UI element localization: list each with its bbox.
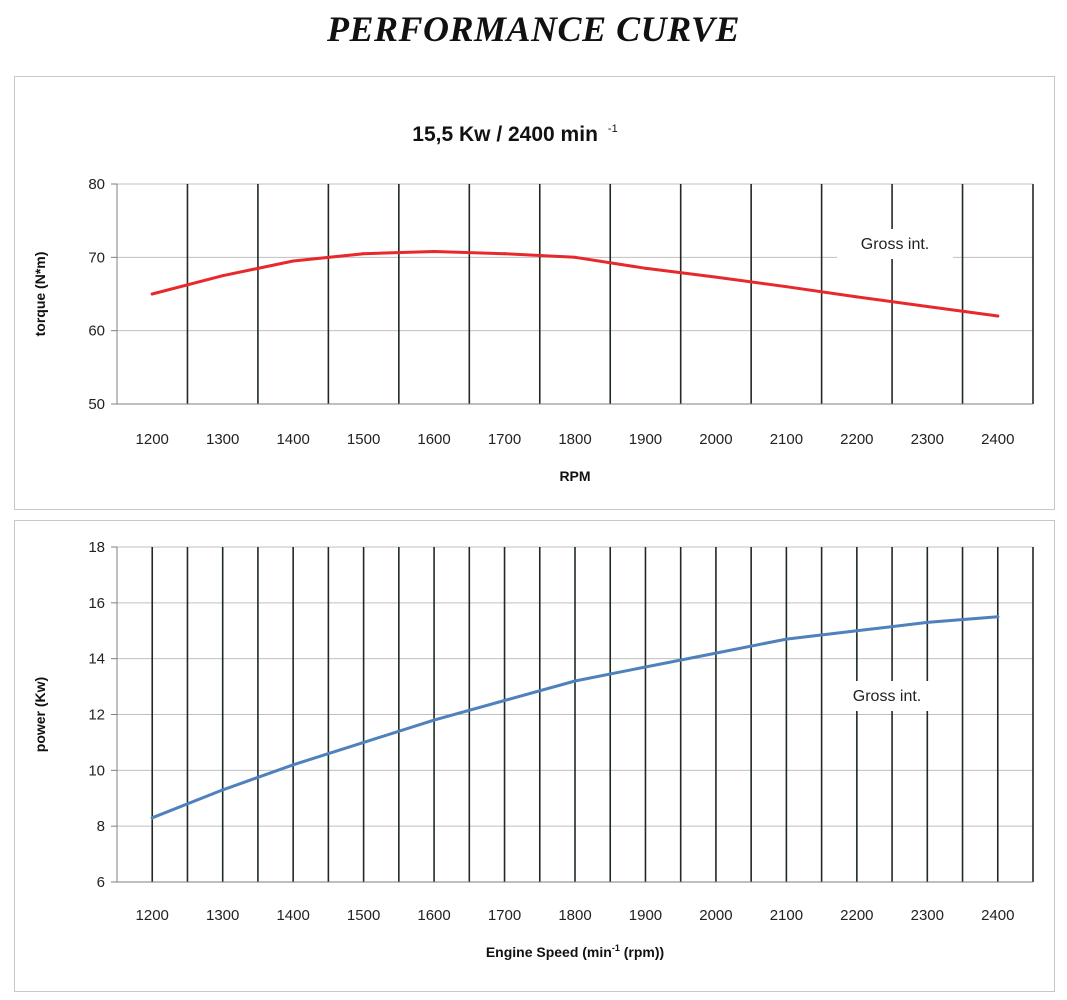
x-tick-label: 1500 <box>347 907 380 924</box>
power-data-point <box>643 665 647 669</box>
torque-data-point <box>503 252 507 256</box>
y-axis-label: torque (N*m) <box>32 252 48 337</box>
x-tick-label: 2200 <box>840 907 873 924</box>
series-annotation: Gross int. <box>853 688 921 705</box>
torque-data-point <box>362 252 366 256</box>
power-data-point <box>362 740 366 744</box>
x-tick-label: 2100 <box>770 431 803 448</box>
y-tick-label: 16 <box>88 595 105 612</box>
power-data-point <box>784 637 788 641</box>
y-tick-label: 80 <box>88 176 105 193</box>
x-tick-label: 1700 <box>488 907 521 924</box>
annotation-background <box>829 681 945 711</box>
power-data-point <box>714 651 718 655</box>
torque-data-point <box>855 295 859 299</box>
x-tick-label: 1400 <box>276 431 309 448</box>
power-data-point <box>150 816 154 820</box>
x-tick-label: 1400 <box>276 907 309 924</box>
x-tick-label: 1800 <box>558 431 591 448</box>
torque-chart: 50 60 70 80 1200 1300 1400 1500 1600 1700 1800 1900… <box>32 123 1034 484</box>
x-tick-label: 1800 <box>558 907 591 924</box>
x-tick-label: 2200 <box>840 431 873 448</box>
x-tick-label: 1200 <box>136 907 169 924</box>
x-tick-label: 1300 <box>206 431 239 448</box>
torque-data-point <box>221 274 225 278</box>
y-tick-label: 6 <box>97 874 105 891</box>
torque-data-point <box>925 304 929 308</box>
torque-data-point <box>432 249 436 253</box>
torque-data-point <box>643 266 647 270</box>
x-tick-label: 2100 <box>770 907 803 924</box>
x-axis-label-suffix: (rpm)) <box>620 944 664 960</box>
x-tick-label: 1300 <box>206 907 239 924</box>
x-tick-label: 2000 <box>699 907 732 924</box>
power-data-point <box>432 718 436 722</box>
x-tick-label: 2400 <box>981 431 1014 448</box>
y-axis-label: power (Kw) <box>32 677 48 752</box>
chart-title-superscript: -1 <box>608 123 618 135</box>
x-axis-label-superscript: -1 <box>612 943 620 953</box>
torque-chart-panel: 50 60 70 80 1200 1300 1400 1500 1600 1700 1800 1900… <box>14 76 1055 510</box>
torque-data-point <box>573 255 577 259</box>
torque-data-point <box>714 275 718 279</box>
power-data-point <box>996 615 1000 619</box>
x-axis-label: RPM <box>559 468 590 484</box>
series-annotation: Gross int. <box>861 236 929 253</box>
x-tick-label: 1700 <box>488 431 521 448</box>
power-data-point <box>855 629 859 633</box>
y-tick-label: 18 <box>88 539 105 556</box>
power-data-point <box>503 699 507 703</box>
x-tick-label: 1200 <box>136 431 169 448</box>
x-axis-label: Engine Speed (min-1 (rpm)) <box>486 943 664 960</box>
power-chart: 6 8 10 12 14 16 18 1200 1300 1400 1500 1600 1700 1800… <box>32 539 1034 960</box>
torque-data-point <box>150 292 154 296</box>
annotation-background <box>837 229 953 259</box>
torque-data-point <box>996 314 1000 318</box>
x-tick-label: 1600 <box>417 907 450 924</box>
y-tick-label: 12 <box>88 707 105 724</box>
y-tick-label: 14 <box>88 651 105 668</box>
power-data-point <box>221 788 225 792</box>
y-tick-label: 8 <box>97 818 105 835</box>
x-tick-label: 1600 <box>417 431 450 448</box>
x-tick-label: 2400 <box>981 907 1014 924</box>
x-tick-label: 2000 <box>699 431 732 448</box>
power-data-point <box>291 763 295 767</box>
power-data-point <box>925 620 929 624</box>
y-tick-label: 50 <box>88 396 105 413</box>
power-chart-panel: 6 8 10 12 14 16 18 1200 1300 1400 1500 1600 1700 1800… <box>14 520 1055 992</box>
x-tick-label: 2300 <box>911 431 944 448</box>
y-tick-label: 70 <box>88 249 105 266</box>
chart-title: 15,5 Kw / 2400 min -1 <box>412 123 617 146</box>
torque-data-point <box>291 259 295 263</box>
y-tick-label: 60 <box>88 323 105 340</box>
power-data-point <box>573 679 577 683</box>
y-tick-label: 10 <box>88 762 105 779</box>
torque-series-line <box>150 250 1000 318</box>
torque-data-point <box>784 285 788 289</box>
x-tick-label: 1500 <box>347 431 380 448</box>
x-tick-label: 1900 <box>629 907 662 924</box>
x-tick-label: 2300 <box>911 907 944 924</box>
x-tick-label: 1900 <box>629 431 662 448</box>
page-title: PERFORMANCE CURVE <box>327 9 740 49</box>
